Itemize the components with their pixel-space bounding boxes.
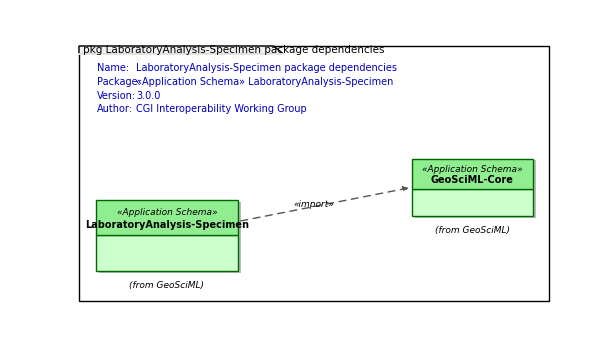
Text: Author:: Author:: [97, 104, 132, 114]
Text: Name:: Name:: [97, 63, 129, 73]
Text: «Application Schema»: «Application Schema»: [422, 165, 522, 174]
Bar: [411, 158, 533, 189]
Text: LaboratoryAnalysis-Specimen package dependencies: LaboratoryAnalysis-Specimen package depe…: [136, 63, 397, 73]
Bar: [99, 202, 242, 273]
Text: pkg LaboratoryAnalysis-Specimen package dependencies: pkg LaboratoryAnalysis-Specimen package …: [83, 45, 385, 55]
Text: (from GeoSciML): (from GeoSciML): [129, 281, 204, 290]
Text: LaboratoryAnalysis-Specimen: LaboratoryAnalysis-Specimen: [85, 220, 249, 230]
Text: (from GeoSciML): (from GeoSciML): [435, 226, 509, 235]
Text: «import»: «import»: [294, 200, 335, 209]
Bar: [411, 189, 533, 216]
FancyArrowPatch shape: [241, 187, 407, 221]
Polygon shape: [79, 46, 283, 54]
Text: «Application Schema» LaboratoryAnalysis-Specimen: «Application Schema» LaboratoryAnalysis-…: [136, 77, 394, 87]
Text: Package:: Package:: [97, 77, 140, 87]
Bar: [96, 235, 238, 271]
Text: «Application Schema»: «Application Schema»: [116, 208, 217, 217]
Text: GeoSciML-Core: GeoSciML-Core: [431, 175, 514, 185]
Text: CGI Interoperability Working Group: CGI Interoperability Working Group: [136, 104, 306, 114]
Text: 3.0.0: 3.0.0: [136, 90, 161, 101]
Bar: [415, 160, 536, 218]
Text: Version:: Version:: [97, 90, 135, 101]
Bar: [96, 201, 238, 235]
